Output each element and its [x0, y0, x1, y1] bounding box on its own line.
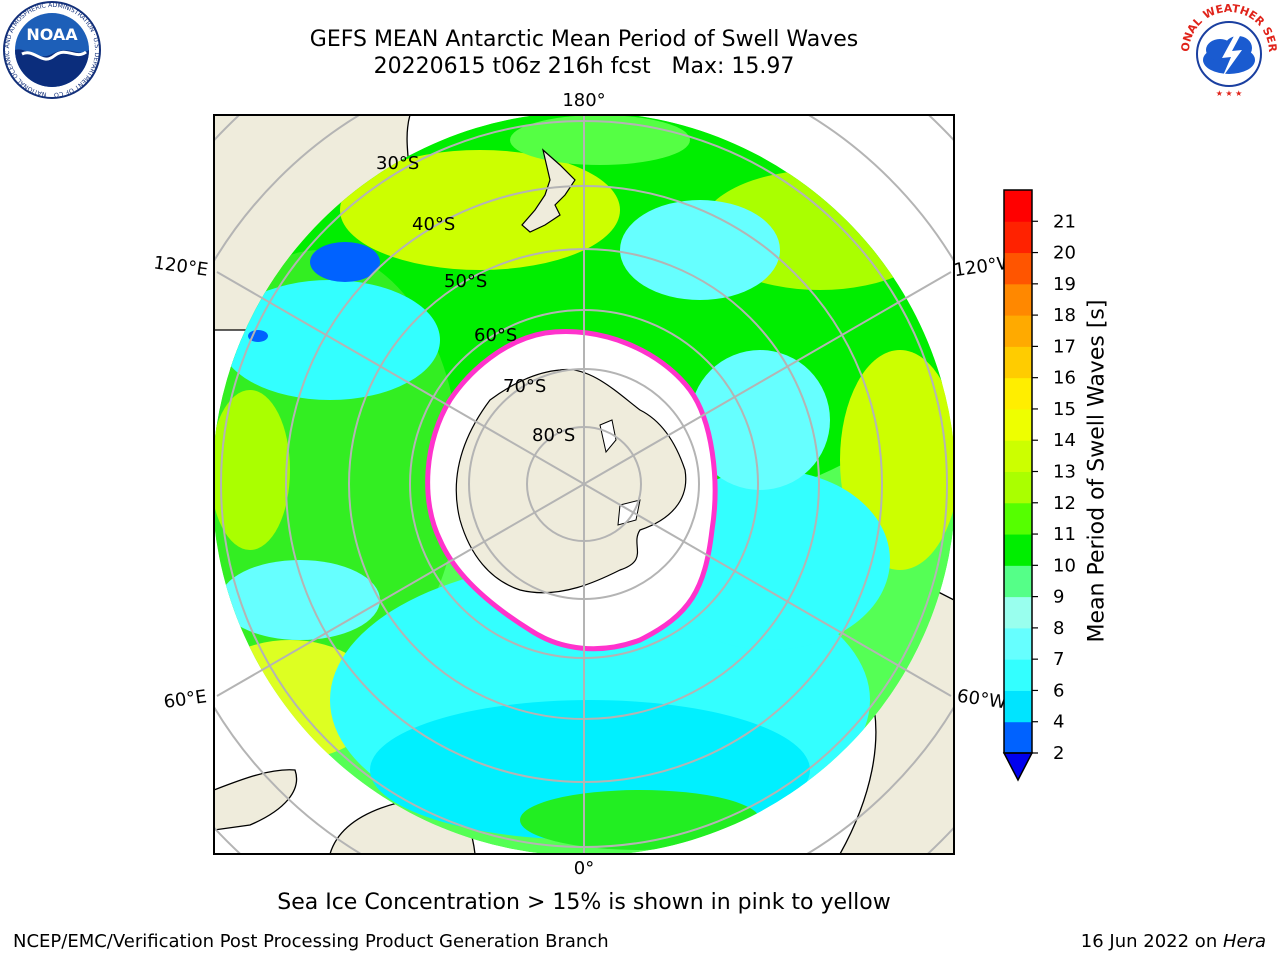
chart-title: GEFS MEAN Antarctic Mean Period of Swell… [309, 27, 859, 52]
colorbar-tick-label: 4 [1053, 712, 1064, 733]
colorbar-tick-label: 21 [1053, 211, 1076, 232]
colorbar-tick-label: 11 [1053, 524, 1076, 545]
colorbar-tick-label: 10 [1053, 555, 1076, 576]
colorbar-segment [1004, 346, 1032, 379]
colorbar-tick-label: 12 [1053, 493, 1076, 514]
chart-subtitle: 20220615 t06z 216h fcst Max: 15.97 [373, 54, 795, 79]
colorbar-segment [1004, 502, 1032, 535]
sea-ice-note: Sea Ice Concentration > 15% is shown in … [277, 890, 891, 915]
footer-date-text: 16 Jun 2022 on [1080, 931, 1223, 952]
colorbar-under-arrow [1002, 752, 1034, 782]
landmass-madagascar [214, 769, 298, 831]
colorbar-segment [1004, 627, 1032, 660]
colorbar-segment [1004, 721, 1032, 754]
footer-machine: Hera [1222, 931, 1266, 952]
colorbar-tick-label: 9 [1053, 587, 1064, 608]
colorbar-segment [1004, 440, 1032, 472]
lat-label-40s: 40°S [412, 214, 455, 235]
lat-label-50s: 50°S [444, 271, 487, 292]
colorbar-tick-label: 16 [1053, 368, 1076, 389]
colorbar-segment [1004, 596, 1032, 629]
lon-label-60w: 60°W [956, 686, 1008, 714]
nws-logo: NATIONAL WEATHER SERVICE ★ ★ ★ [1176, 0, 1279, 99]
noaa-logo: NATIONAL OCEANIC AND ATMOSPHERIC ADMINIS… [0, 0, 101, 99]
colorbar-segment [1004, 471, 1032, 504]
lon-label-120e: 120°E [152, 252, 209, 280]
colorbar-segment [1004, 534, 1032, 566]
lat-label-30s: 30°S [376, 153, 419, 174]
colorbar-tick-label: 18 [1053, 305, 1076, 326]
colorbar-segment [1004, 565, 1032, 598]
colorbar-tick-label: 20 [1053, 243, 1076, 264]
colorbar-segment [1004, 377, 1032, 410]
colorbar-segment [1004, 408, 1032, 441]
colorbar-segment [1004, 252, 1032, 285]
lat-label-80s: 80°S [532, 425, 575, 446]
noaa-logo-text: NOAA [26, 25, 78, 44]
colorbar-tick-label: 15 [1053, 399, 1076, 420]
colorbar: 2 4 6 7 8 9 10 11 12 13 14 15 16 17 18 19 20 21 [1002, 189, 1076, 782]
colorbar-tick-label: 2 [1053, 743, 1064, 764]
colorbar-segment [1004, 283, 1032, 316]
lon-label-60e: 60°E [162, 686, 208, 713]
colorbar-tick-label: 8 [1053, 618, 1064, 639]
colorbar-tick-label: 17 [1053, 336, 1076, 357]
colorbar-tick-label: 19 [1053, 274, 1076, 295]
lat-label-60s: 60°S [474, 325, 517, 346]
lon-label-0: 0° [574, 858, 594, 879]
colorbar-segment [1004, 659, 1032, 691]
colorbar-segment [1004, 190, 1032, 222]
colorbar-segment [1004, 315, 1032, 347]
colorbar-tick-label: 14 [1053, 430, 1076, 451]
landmass-antarctica [455, 368, 687, 594]
colorbar-tick-label: 7 [1053, 649, 1064, 670]
colorbar-title: Mean Period of Swell Waves [s] [1084, 299, 1110, 643]
map-border [213, 114, 955, 855]
footer-credit: NCEP/EMC/Verification Post Processing Pr… [13, 931, 609, 952]
colorbar-segment [1004, 690, 1032, 723]
colorbar-tick-label: 13 [1053, 462, 1076, 483]
graticule [214, 115, 954, 854]
lat-label-70s: 70°S [503, 376, 546, 397]
svg-text:★ ★ ★: ★ ★ ★ [1216, 89, 1243, 98]
colorbar-tick-label: 6 [1053, 680, 1064, 701]
lon-label-180: 180° [562, 90, 605, 111]
colorbar-segment [1004, 221, 1032, 254]
footer-date: 16 Jun 2022 on Hera [1081, 931, 1266, 952]
landmass-new-zealand [521, 148, 576, 233]
